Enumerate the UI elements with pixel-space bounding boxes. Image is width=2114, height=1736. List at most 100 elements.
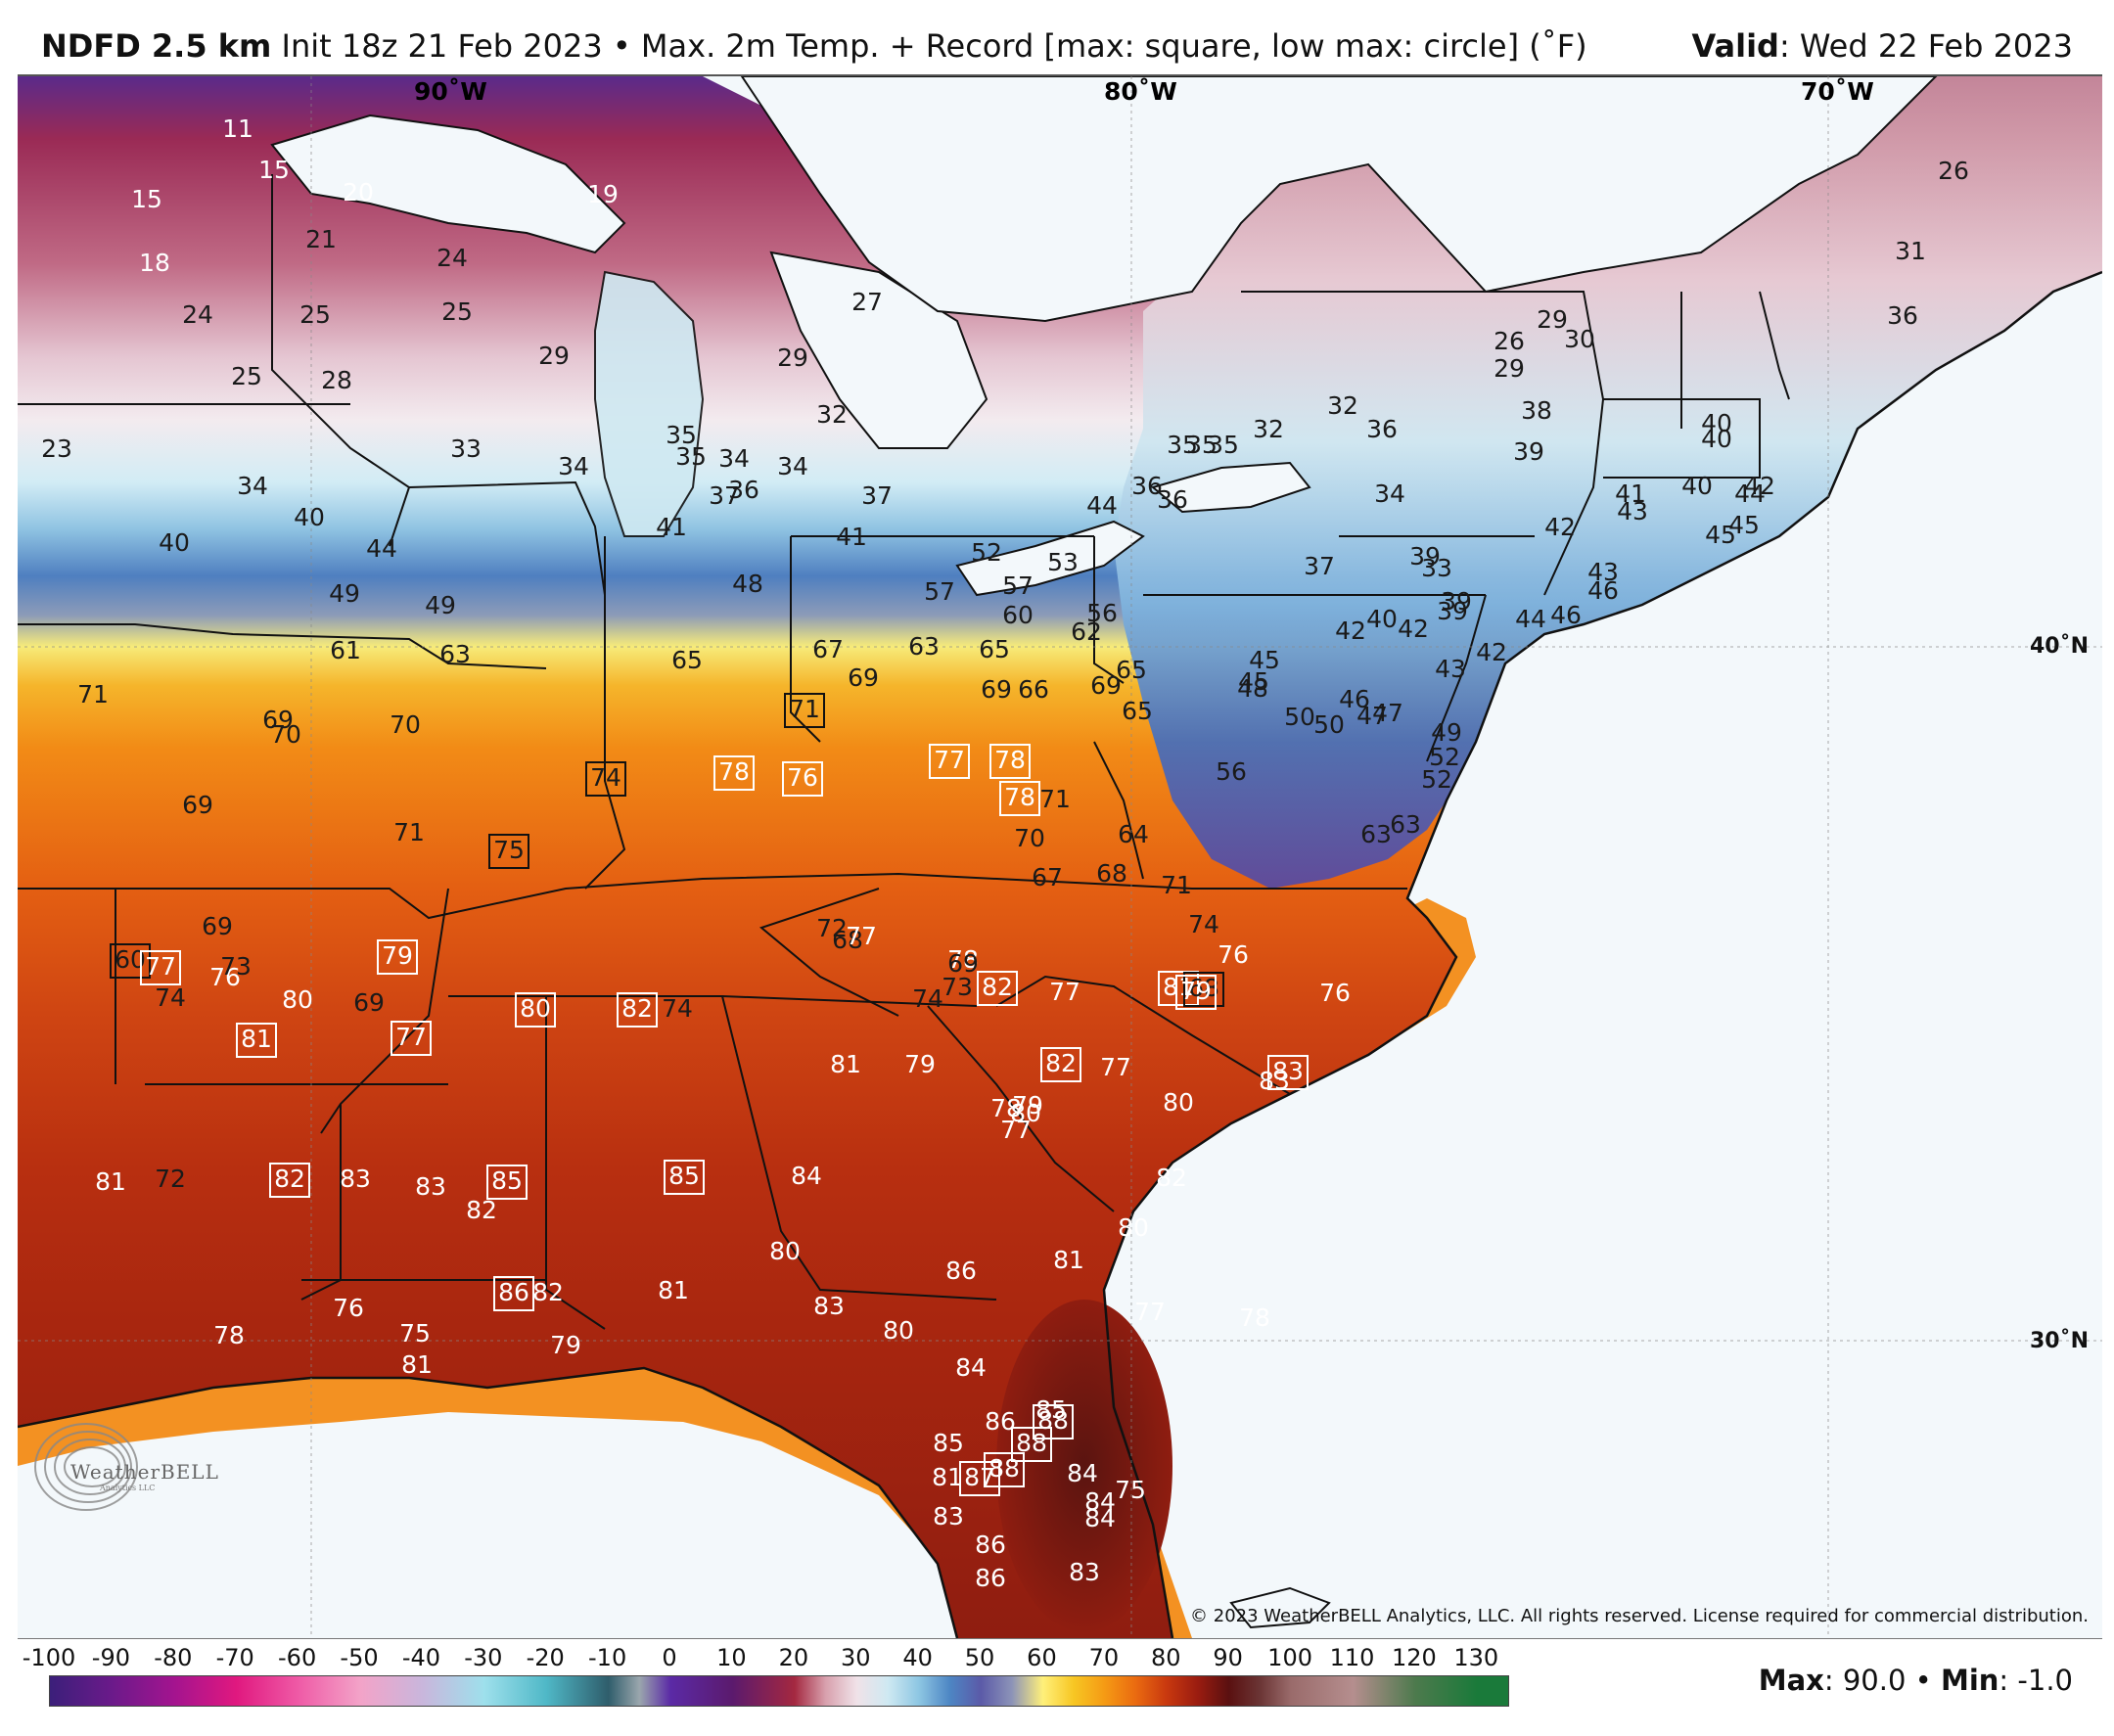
record-temp-label: 79 — [377, 939, 418, 975]
temp-value-text: 84 — [1084, 1487, 1116, 1516]
record-temp-label: 87 — [959, 1461, 1000, 1496]
temp-value-text: 65 — [1116, 656, 1147, 684]
temp-label: 57 — [924, 577, 955, 606]
temp-label: 74 — [662, 994, 693, 1023]
temp-label: 36 — [1887, 301, 1918, 330]
temp-value-text: 25 — [441, 297, 473, 326]
temp-label: 39 — [1513, 437, 1544, 466]
temp-value-text: 77 — [934, 746, 965, 774]
lat-label-40n: 40˚N — [2030, 634, 2090, 659]
temp-value-text: 30 — [1564, 325, 1595, 353]
canada-area — [740, 76, 1938, 323]
temp-value-text: 15 — [131, 185, 162, 213]
temp-label: 71 — [393, 818, 425, 846]
temp-label: 69 — [947, 949, 979, 978]
temp-label: 66 — [1018, 675, 1049, 704]
temp-label: 43 — [1617, 497, 1648, 525]
temp-value-text: 35 — [1208, 431, 1239, 459]
temp-value-text: 46 — [1550, 601, 1582, 629]
temp-label: 80 — [1118, 1213, 1149, 1242]
colorbar-tick-label: 90 — [1213, 1644, 1243, 1671]
temp-label: 64 — [1118, 820, 1149, 848]
temp-value-text: 71 — [1039, 785, 1071, 813]
temp-value-text: 76 — [333, 1294, 364, 1322]
temp-label: 80 — [769, 1237, 801, 1265]
temp-label: 78 — [947, 945, 979, 974]
temp-label: 48 — [732, 570, 763, 598]
temp-label: 25 — [441, 297, 473, 326]
temp-label: 40 — [159, 528, 190, 557]
temp-label: 34 — [558, 452, 589, 480]
temp-value-text: 34 — [237, 472, 268, 500]
temp-value-text: 40 — [159, 528, 190, 557]
record-square-marker — [488, 834, 529, 869]
temp-value-text: 72 — [155, 1165, 186, 1193]
temp-value-text: 71 — [77, 680, 109, 708]
temp-value-text: 78 — [1004, 783, 1035, 811]
colorbar-tick-label: 120 — [1391, 1644, 1437, 1671]
temp-value-text: 69 — [848, 663, 879, 692]
record-square-marker — [391, 1021, 432, 1056]
record-temp-label: 80 — [515, 992, 556, 1028]
temp-label: 69 — [182, 791, 213, 819]
temp-label: 29 — [1537, 305, 1568, 334]
temp-label: 69 — [1090, 671, 1122, 700]
temp-label: 83 — [933, 1502, 964, 1530]
temp-label: 80 — [1163, 1088, 1194, 1117]
temp-label: 20 — [343, 178, 374, 206]
temp-value-text: 80 — [883, 1316, 914, 1345]
record-square-marker — [1183, 972, 1224, 1007]
temp-value-text: 80 — [282, 985, 313, 1014]
temp-label: 81 — [95, 1167, 126, 1196]
temp-value-text: 41 — [836, 523, 867, 551]
temp-label: 41 — [836, 523, 867, 551]
temp-value-text: 65 — [1122, 697, 1153, 725]
record-temp-label: 85 — [486, 1165, 528, 1200]
record-square-marker — [585, 761, 626, 797]
temp-label: 32 — [816, 400, 848, 429]
record-square-marker — [782, 761, 823, 797]
temp-value-text: 88 — [1037, 1406, 1069, 1435]
temp-label: 45 — [1238, 667, 1269, 696]
temp-value-text: 82 — [1156, 1164, 1187, 1192]
temp-value-text: 77 — [1134, 1298, 1166, 1326]
temp-value-text: 76 — [209, 963, 241, 991]
temp-value-text: 20 — [343, 178, 374, 206]
state-borders — [18, 174, 1790, 1330]
record-temp-label: 68 — [1183, 972, 1224, 1007]
record-square-marker — [989, 744, 1031, 779]
logo-text: WeatherBELL — [70, 1460, 219, 1484]
temp-value-text: 80 — [1010, 1099, 1041, 1127]
temp-label: 42 — [1476, 638, 1507, 666]
temp-value-text: 43 — [1617, 497, 1648, 525]
temp-label: 35 — [666, 421, 697, 449]
temp-label: 68 — [1096, 859, 1127, 888]
temp-label: 35 — [675, 442, 707, 471]
colorbar-tick-label: -30 — [464, 1644, 503, 1671]
map-panel[interactable]: 90˚W 80˚W 70˚W 11 15 15 20 19 18 21 24 24 25 25 27 2… — [18, 74, 2102, 1639]
temp-value-text: 74 — [590, 763, 621, 792]
record-temp-label: 60 — [110, 943, 151, 979]
colorbar-tick-label: -100 — [22, 1644, 76, 1671]
temp-value-text: 88 — [988, 1454, 1020, 1483]
temp-label: 44 — [1734, 480, 1766, 508]
temp-label: 24 — [437, 244, 468, 272]
colorbar-tick-label: 80 — [1150, 1644, 1181, 1671]
record-temp-label: 82 — [1040, 1047, 1081, 1082]
min-value: : -1.0 — [1999, 1664, 2073, 1697]
temp-value-text: 86 — [985, 1407, 1016, 1436]
record-temp-label: 79 — [1175, 975, 1217, 1010]
temp-label: 77 — [1000, 1116, 1032, 1144]
colorbar-tick-label: -40 — [401, 1644, 441, 1671]
colorbar-tick-label: 100 — [1267, 1644, 1312, 1671]
temp-value-text: 52 — [971, 538, 1002, 567]
temp-value-text: 71 — [789, 695, 820, 723]
temp-label: 78 — [213, 1321, 245, 1349]
record-square-marker — [617, 992, 658, 1028]
temp-label: 46 — [1339, 685, 1370, 713]
temp-value-text: 81 — [830, 1050, 861, 1078]
temp-value-text: 74 — [662, 994, 693, 1023]
temp-value-text: 81 — [658, 1276, 689, 1304]
temp-label: 45 — [1728, 511, 1760, 539]
